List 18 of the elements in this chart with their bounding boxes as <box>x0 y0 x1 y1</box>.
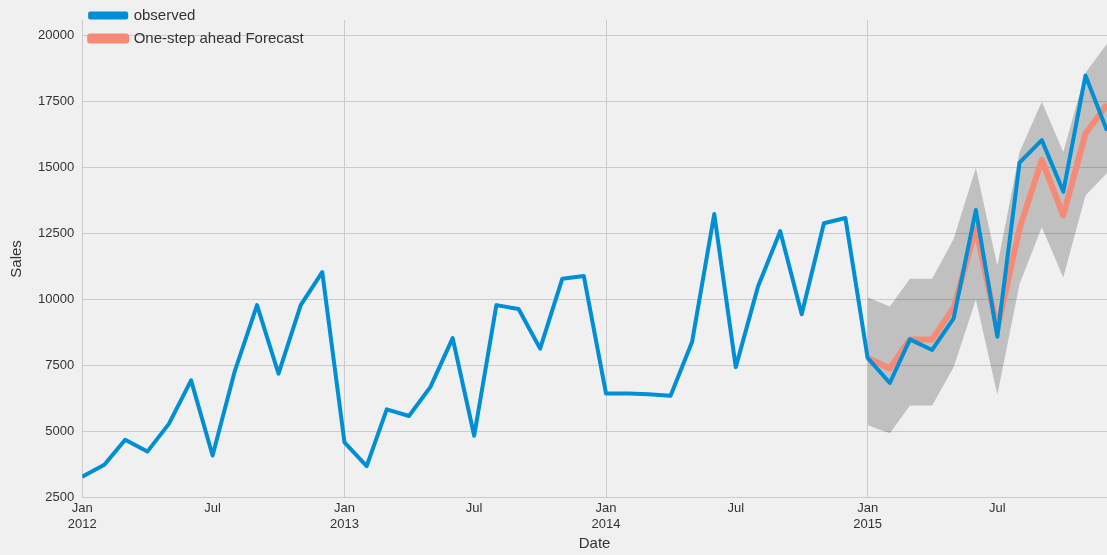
y-tick-label: 12500 <box>37 225 75 241</box>
legend-label: observed <box>133 5 196 23</box>
x-tick-label: Jul <box>204 500 221 516</box>
y-tick-label: 10000 <box>37 291 75 307</box>
legend-label: One-step ahead Forecast <box>133 28 305 46</box>
y-tick-label: 7500 <box>45 357 75 373</box>
y-tick-label: 17500 <box>37 93 75 109</box>
x-tick-label: Jan 2015 <box>853 500 883 531</box>
x-tick-label: Jan 2014 <box>591 500 621 531</box>
y-axis-title: Sales <box>7 240 25 278</box>
y-tick-label: 5000 <box>45 423 75 439</box>
x-tick-label: Jul <box>727 500 745 516</box>
x-tick-label: Jul <box>465 500 483 516</box>
x-tick-label: Jan 2013 <box>329 500 359 531</box>
x-axis-title: Date <box>578 534 611 552</box>
y-tick-label: 15000 <box>37 159 75 175</box>
y-tick-label: 20000 <box>37 27 75 43</box>
x-tick-label: Jul <box>989 500 1006 516</box>
